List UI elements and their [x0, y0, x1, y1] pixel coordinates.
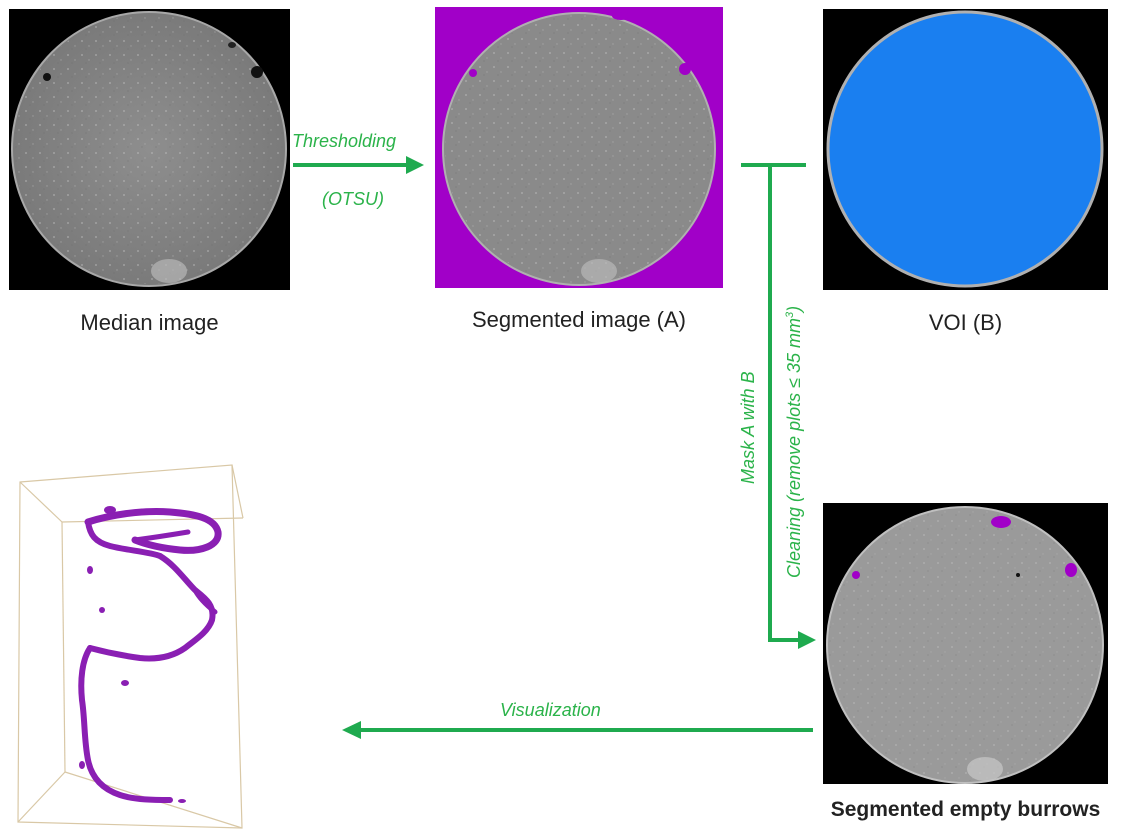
visualization-label: Visualization	[500, 700, 601, 720]
burrows-image	[823, 503, 1108, 784]
voi-image	[823, 9, 1108, 290]
voi-caption: VOI (B)	[928, 310, 1003, 335]
segmented-image-caption: Segmented image (A)	[472, 307, 686, 332]
thresholding-label: Thresholding	[292, 131, 397, 151]
segmented-image	[435, 7, 723, 288]
burrow-fragments	[79, 506, 186, 803]
cleaning-label: Cleaning (remove plots ≤ 35 mm3)	[784, 306, 805, 578]
median-image-panel	[9, 9, 290, 290]
visualization-3d-panel	[10, 460, 260, 830]
cleaning-label-text: Cleaning (remove plots ≤ 35 mm	[784, 318, 804, 578]
burrows-caption: Segmented empty burrows	[830, 798, 1101, 821]
mask-label: Mask A with B	[738, 371, 758, 484]
cleaning-label-superscript: 3	[784, 311, 796, 319]
visualization-arrow	[342, 721, 813, 739]
segmented-image-panel	[435, 7, 723, 288]
burrow-3d-render	[17, 464, 244, 829]
otsu-label: (OTSU)	[322, 189, 384, 209]
burrow-network	[78, 508, 222, 803]
median-image	[9, 9, 290, 290]
burrows-panel	[823, 503, 1108, 784]
voi-panel	[823, 9, 1108, 290]
median-image-caption: Median image	[80, 310, 219, 335]
cleaning-label-close: )	[784, 305, 804, 312]
thresholding-arrow	[293, 156, 424, 174]
